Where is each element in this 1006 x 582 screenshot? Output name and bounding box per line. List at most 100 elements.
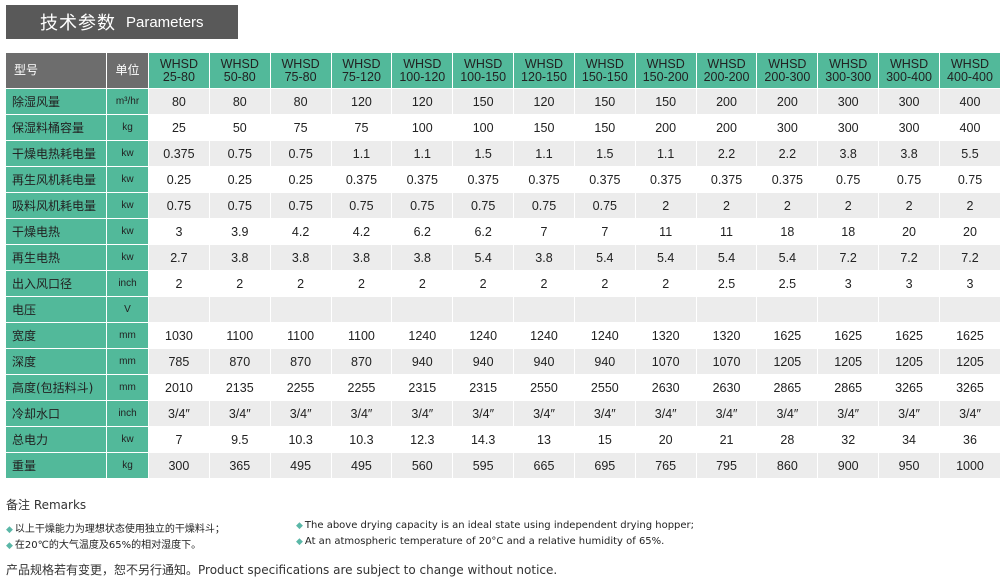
table-cell: 50 bbox=[208, 114, 271, 141]
table-cell: 200 bbox=[695, 114, 758, 141]
table-cell: 0.75 bbox=[938, 166, 1002, 193]
diamond-bullet-icon: ◆ bbox=[6, 541, 13, 551]
table-cell: 150 bbox=[513, 114, 575, 141]
table-cell: 3/4″ bbox=[756, 400, 819, 427]
row-label: 深度 bbox=[5, 348, 107, 375]
table-cell: 1205 bbox=[756, 348, 819, 375]
table-cell: 2 bbox=[573, 270, 636, 297]
remark-zh-2: ◆ 在20℃的大气温度及65%的相对湿度下。 bbox=[6, 536, 201, 551]
table-cell: 11 bbox=[634, 218, 697, 245]
table-cell: 1070 bbox=[695, 348, 758, 375]
model-header-cell: WHSD 150-150 bbox=[573, 52, 636, 89]
table-cell: 10.3 bbox=[330, 426, 393, 453]
table-cell: 21 bbox=[695, 426, 758, 453]
table-row: 冷却水口 inch 3/4″ 3/4″ 3/4″ 3/4″ 3/4″ 3/4″ 3/4″ 3/4″… bbox=[5, 400, 1002, 427]
remarks-title: 备注 Remarks bbox=[6, 498, 87, 512]
table-cell: 2865 bbox=[756, 374, 819, 401]
table-cell: 5.4 bbox=[573, 244, 636, 271]
table-header-row: 型号 单位 WHSD 25-80 WHSD 50-80 WHSD 75-80 WHSD 75-… bbox=[5, 52, 1002, 89]
table-cell: 120 bbox=[513, 88, 575, 115]
table-cell: 7.2 bbox=[817, 244, 880, 271]
table-cell: 1240 bbox=[391, 322, 454, 349]
model-header-cell: WHSD 100-150 bbox=[452, 52, 515, 89]
row-unit: mm bbox=[106, 348, 149, 375]
table-cell: 3/4″ bbox=[330, 400, 393, 427]
table-cell: 3 bbox=[878, 270, 940, 297]
table-cell: 2550 bbox=[573, 374, 636, 401]
table-cell: 300 bbox=[878, 114, 940, 141]
table-cell: 0.75 bbox=[148, 192, 210, 219]
table-cell: 1240 bbox=[452, 322, 515, 349]
model-header-cell: WHSD 75-120 bbox=[330, 52, 393, 89]
table-cell: 3/4″ bbox=[817, 400, 880, 427]
model-size: 200-300 bbox=[764, 69, 811, 84]
table-cell: 0.75 bbox=[269, 192, 332, 219]
model-series: WHSD bbox=[281, 56, 320, 71]
table-cell: 900 bbox=[817, 452, 880, 479]
table-cell: 6.2 bbox=[452, 218, 515, 245]
table-row: 电压 V bbox=[5, 296, 1002, 323]
table-cell: 2315 bbox=[391, 374, 454, 401]
table-cell: 3.8 bbox=[391, 244, 454, 271]
table-cell: 495 bbox=[269, 452, 332, 479]
table-row: 除湿风量 m³/hr 80 80 80 120 120 150 120 150 150 200 200 3… bbox=[5, 88, 1002, 115]
table-cell: 11 bbox=[695, 218, 758, 245]
table-cell: 150 bbox=[573, 114, 636, 141]
model-header: 型号 bbox=[5, 52, 107, 89]
remark-text: 以上干燥能力为理想状态使用独立的干燥料斗； bbox=[14, 524, 225, 535]
row-unit: inch bbox=[106, 400, 149, 427]
table-cell: 860 bbox=[756, 452, 819, 479]
table-cell: 75 bbox=[269, 114, 332, 141]
row-unit: kw bbox=[106, 426, 149, 453]
table-cell: 300 bbox=[878, 88, 940, 115]
table-cell: 870 bbox=[208, 348, 271, 375]
table-cell: 0.75 bbox=[452, 192, 515, 219]
table-cell: 2255 bbox=[269, 374, 332, 401]
table-cell: 2255 bbox=[330, 374, 393, 401]
table-cell: 2 bbox=[756, 192, 819, 219]
table-cell: 1240 bbox=[513, 322, 575, 349]
table-cell: 3/4″ bbox=[573, 400, 636, 427]
table-cell: 7.2 bbox=[878, 244, 940, 271]
table-cell bbox=[330, 296, 393, 323]
table-cell: 3.9 bbox=[208, 218, 271, 245]
row-unit: kw bbox=[106, 166, 149, 193]
row-label: 除湿风量 bbox=[5, 88, 107, 115]
table-cell: 1205 bbox=[817, 348, 880, 375]
table-cell: 5.4 bbox=[695, 244, 758, 271]
model-series: WHSD bbox=[829, 56, 868, 71]
model-series: WHSD bbox=[159, 56, 199, 71]
model-header-cell: WHSD 75-80 bbox=[269, 52, 332, 89]
table-cell: 300 bbox=[817, 114, 880, 141]
table-cell: 20 bbox=[938, 218, 1002, 245]
table-cell: 940 bbox=[391, 348, 454, 375]
row-unit: kg bbox=[106, 452, 149, 479]
table-cell: 1100 bbox=[208, 322, 271, 349]
table-cell: 0.75 bbox=[208, 140, 271, 167]
row-unit: kg bbox=[106, 114, 149, 141]
table-cell: 3265 bbox=[938, 374, 1002, 401]
table-row: 干燥电热 kw 3 3.9 4.2 4.2 6.2 6.2 7 7 11 11 18 18 20 20 bbox=[5, 218, 1002, 245]
table-cell: 7 bbox=[513, 218, 575, 245]
table-cell: 300 bbox=[148, 452, 210, 479]
table-cell bbox=[695, 296, 758, 323]
table-cell: 2 bbox=[695, 192, 758, 219]
table-cell: 0.375 bbox=[452, 166, 515, 193]
table-cell: 80 bbox=[269, 88, 332, 115]
model-header-cell: WHSD 25-80 bbox=[148, 52, 210, 89]
row-label: 干燥电热耗电量 bbox=[5, 140, 107, 167]
table-cell: 2 bbox=[938, 192, 1002, 219]
table-row: 重量 kg 300 365 495 495 560 595 665 695 765 795 860 900… bbox=[5, 452, 1002, 479]
table-cell: 5.4 bbox=[452, 244, 515, 271]
diamond-bullet-icon: ◆ bbox=[6, 525, 13, 535]
model-size: 75-80 bbox=[284, 69, 317, 84]
table-cell: 0.375 bbox=[148, 140, 210, 167]
table-cell: 1100 bbox=[330, 322, 393, 349]
model-series: WHSD bbox=[950, 56, 990, 71]
model-header-cell: WHSD 400-400 bbox=[938, 52, 1002, 89]
row-unit: mm bbox=[106, 374, 149, 401]
table-cell: 0.375 bbox=[695, 166, 758, 193]
table-cell: 4.2 bbox=[269, 218, 332, 245]
table-cell: 3.8 bbox=[817, 140, 880, 167]
row-unit: kw bbox=[106, 244, 149, 271]
